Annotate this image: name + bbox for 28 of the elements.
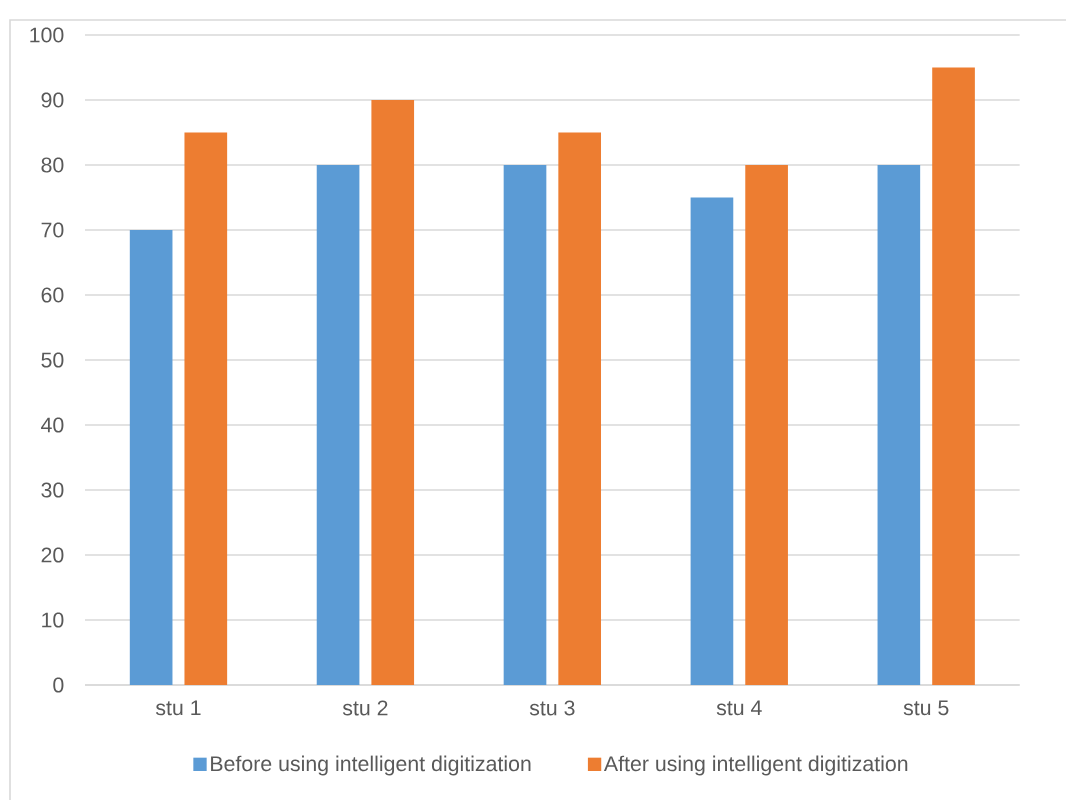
bar — [932, 67, 975, 685]
bar — [558, 132, 602, 685]
y-tick-label: 30 — [41, 482, 64, 498]
y-tick-label: 80 — [41, 157, 64, 173]
y-tick-label: 90 — [41, 92, 64, 108]
y-tick-label: 20 — [41, 547, 64, 563]
bar — [129, 229, 173, 685]
bar — [184, 132, 228, 685]
y-tick-label: 0 — [53, 677, 64, 693]
bar — [503, 165, 547, 685]
legend-label: After using intelligent digitization — [603, 755, 908, 776]
bar — [316, 165, 360, 685]
y-tick-label: 70 — [41, 222, 64, 238]
y-tick-label: 40 — [41, 417, 64, 433]
y-tick-label: 10 — [42, 612, 64, 628]
x-tick-label: stu 4 — [716, 700, 762, 716]
y-tick-label: 50 — [41, 352, 64, 368]
y-tick-label: 100 — [30, 27, 64, 43]
bar — [745, 165, 788, 685]
x-tick-label: stu 2 — [342, 700, 388, 716]
legend-label: Before using intelligent digitization — [211, 755, 531, 776]
x-tick-label: stu 5 — [903, 700, 949, 716]
bar — [690, 197, 734, 685]
bar — [877, 165, 921, 685]
y-tick-label: 60 — [41, 287, 64, 303]
x-tick-label: stu 3 — [529, 700, 575, 716]
x-tick-label: stu 1 — [155, 700, 201, 716]
bar — [371, 99, 415, 685]
